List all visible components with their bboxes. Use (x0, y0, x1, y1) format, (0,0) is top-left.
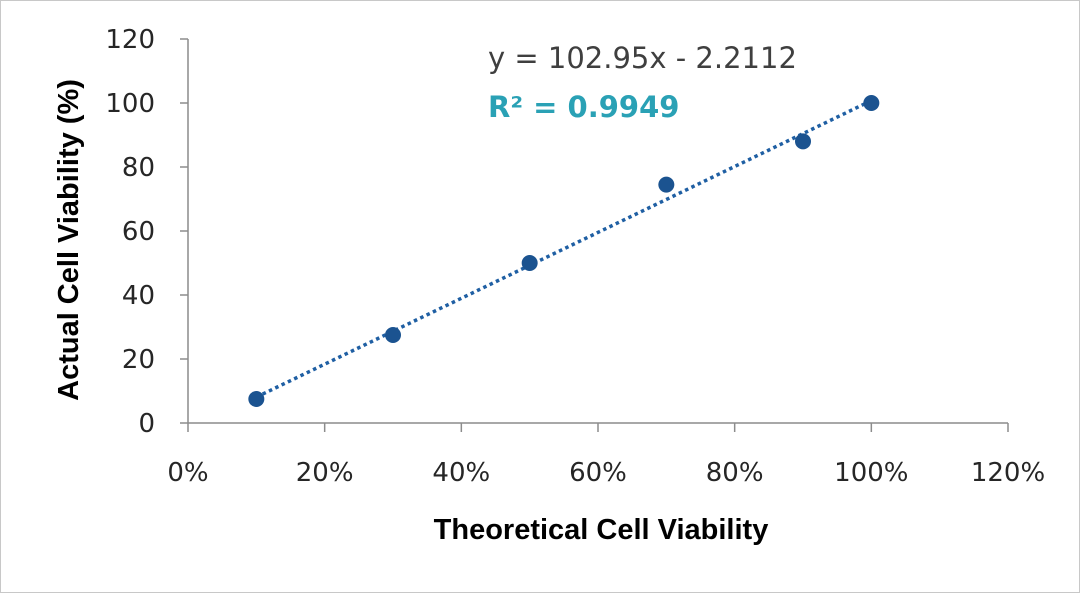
y-tick-label: 20 (122, 345, 155, 375)
x-tick-label: 40% (432, 458, 490, 488)
data-point (658, 176, 675, 193)
data-point (248, 391, 265, 407)
data-point (385, 327, 401, 343)
x-tick-label: 120% (971, 458, 1045, 488)
y-tick-label: 60 (122, 217, 155, 247)
x-tick-label: 20% (296, 458, 354, 488)
y-tick-label: 40 (122, 281, 155, 311)
trendline-group (255, 99, 873, 399)
x-tick-label: 80% (706, 458, 764, 488)
r-squared-label: R² = 0.9949 (488, 90, 679, 124)
x-axis-title: Theoretical Cell Viability (434, 514, 769, 546)
x-tick-label: 60% (569, 458, 627, 488)
trendline (255, 99, 873, 399)
data-point (521, 255, 538, 271)
trendline-equation: y = 102.95x - 2.2112 (488, 41, 797, 75)
data-point (863, 95, 880, 111)
y-tick-label: 80 (122, 153, 155, 183)
x-tick-label: 0% (167, 458, 208, 488)
data-point (795, 133, 811, 150)
x-tick-label: 100% (834, 458, 908, 488)
tick-labels: 0 20 40 60 80 100 120 0% 20% 40% 60% 80% 100% 120% (105, 25, 1045, 488)
y-tick-label: 100 (105, 89, 155, 119)
y-axis-title: Actual Cell Viability (%) (53, 79, 85, 401)
data-points (248, 95, 880, 407)
y-tick-label: 0 (138, 409, 155, 439)
y-tick-label: 120 (105, 25, 155, 55)
axes (180, 38, 1009, 432)
